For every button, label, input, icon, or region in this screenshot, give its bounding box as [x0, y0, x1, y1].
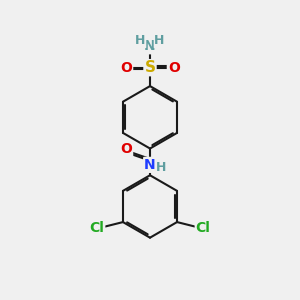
Text: S: S	[145, 60, 155, 75]
Text: O: O	[120, 142, 132, 156]
Text: Cl: Cl	[196, 221, 211, 235]
Text: H: H	[156, 161, 166, 174]
Text: O: O	[120, 61, 132, 75]
Text: H: H	[135, 34, 146, 47]
Text: O: O	[168, 61, 180, 75]
Text: H: H	[154, 34, 165, 47]
Text: Cl: Cl	[89, 221, 104, 235]
Text: N: N	[144, 158, 156, 172]
Text: N: N	[144, 39, 156, 53]
